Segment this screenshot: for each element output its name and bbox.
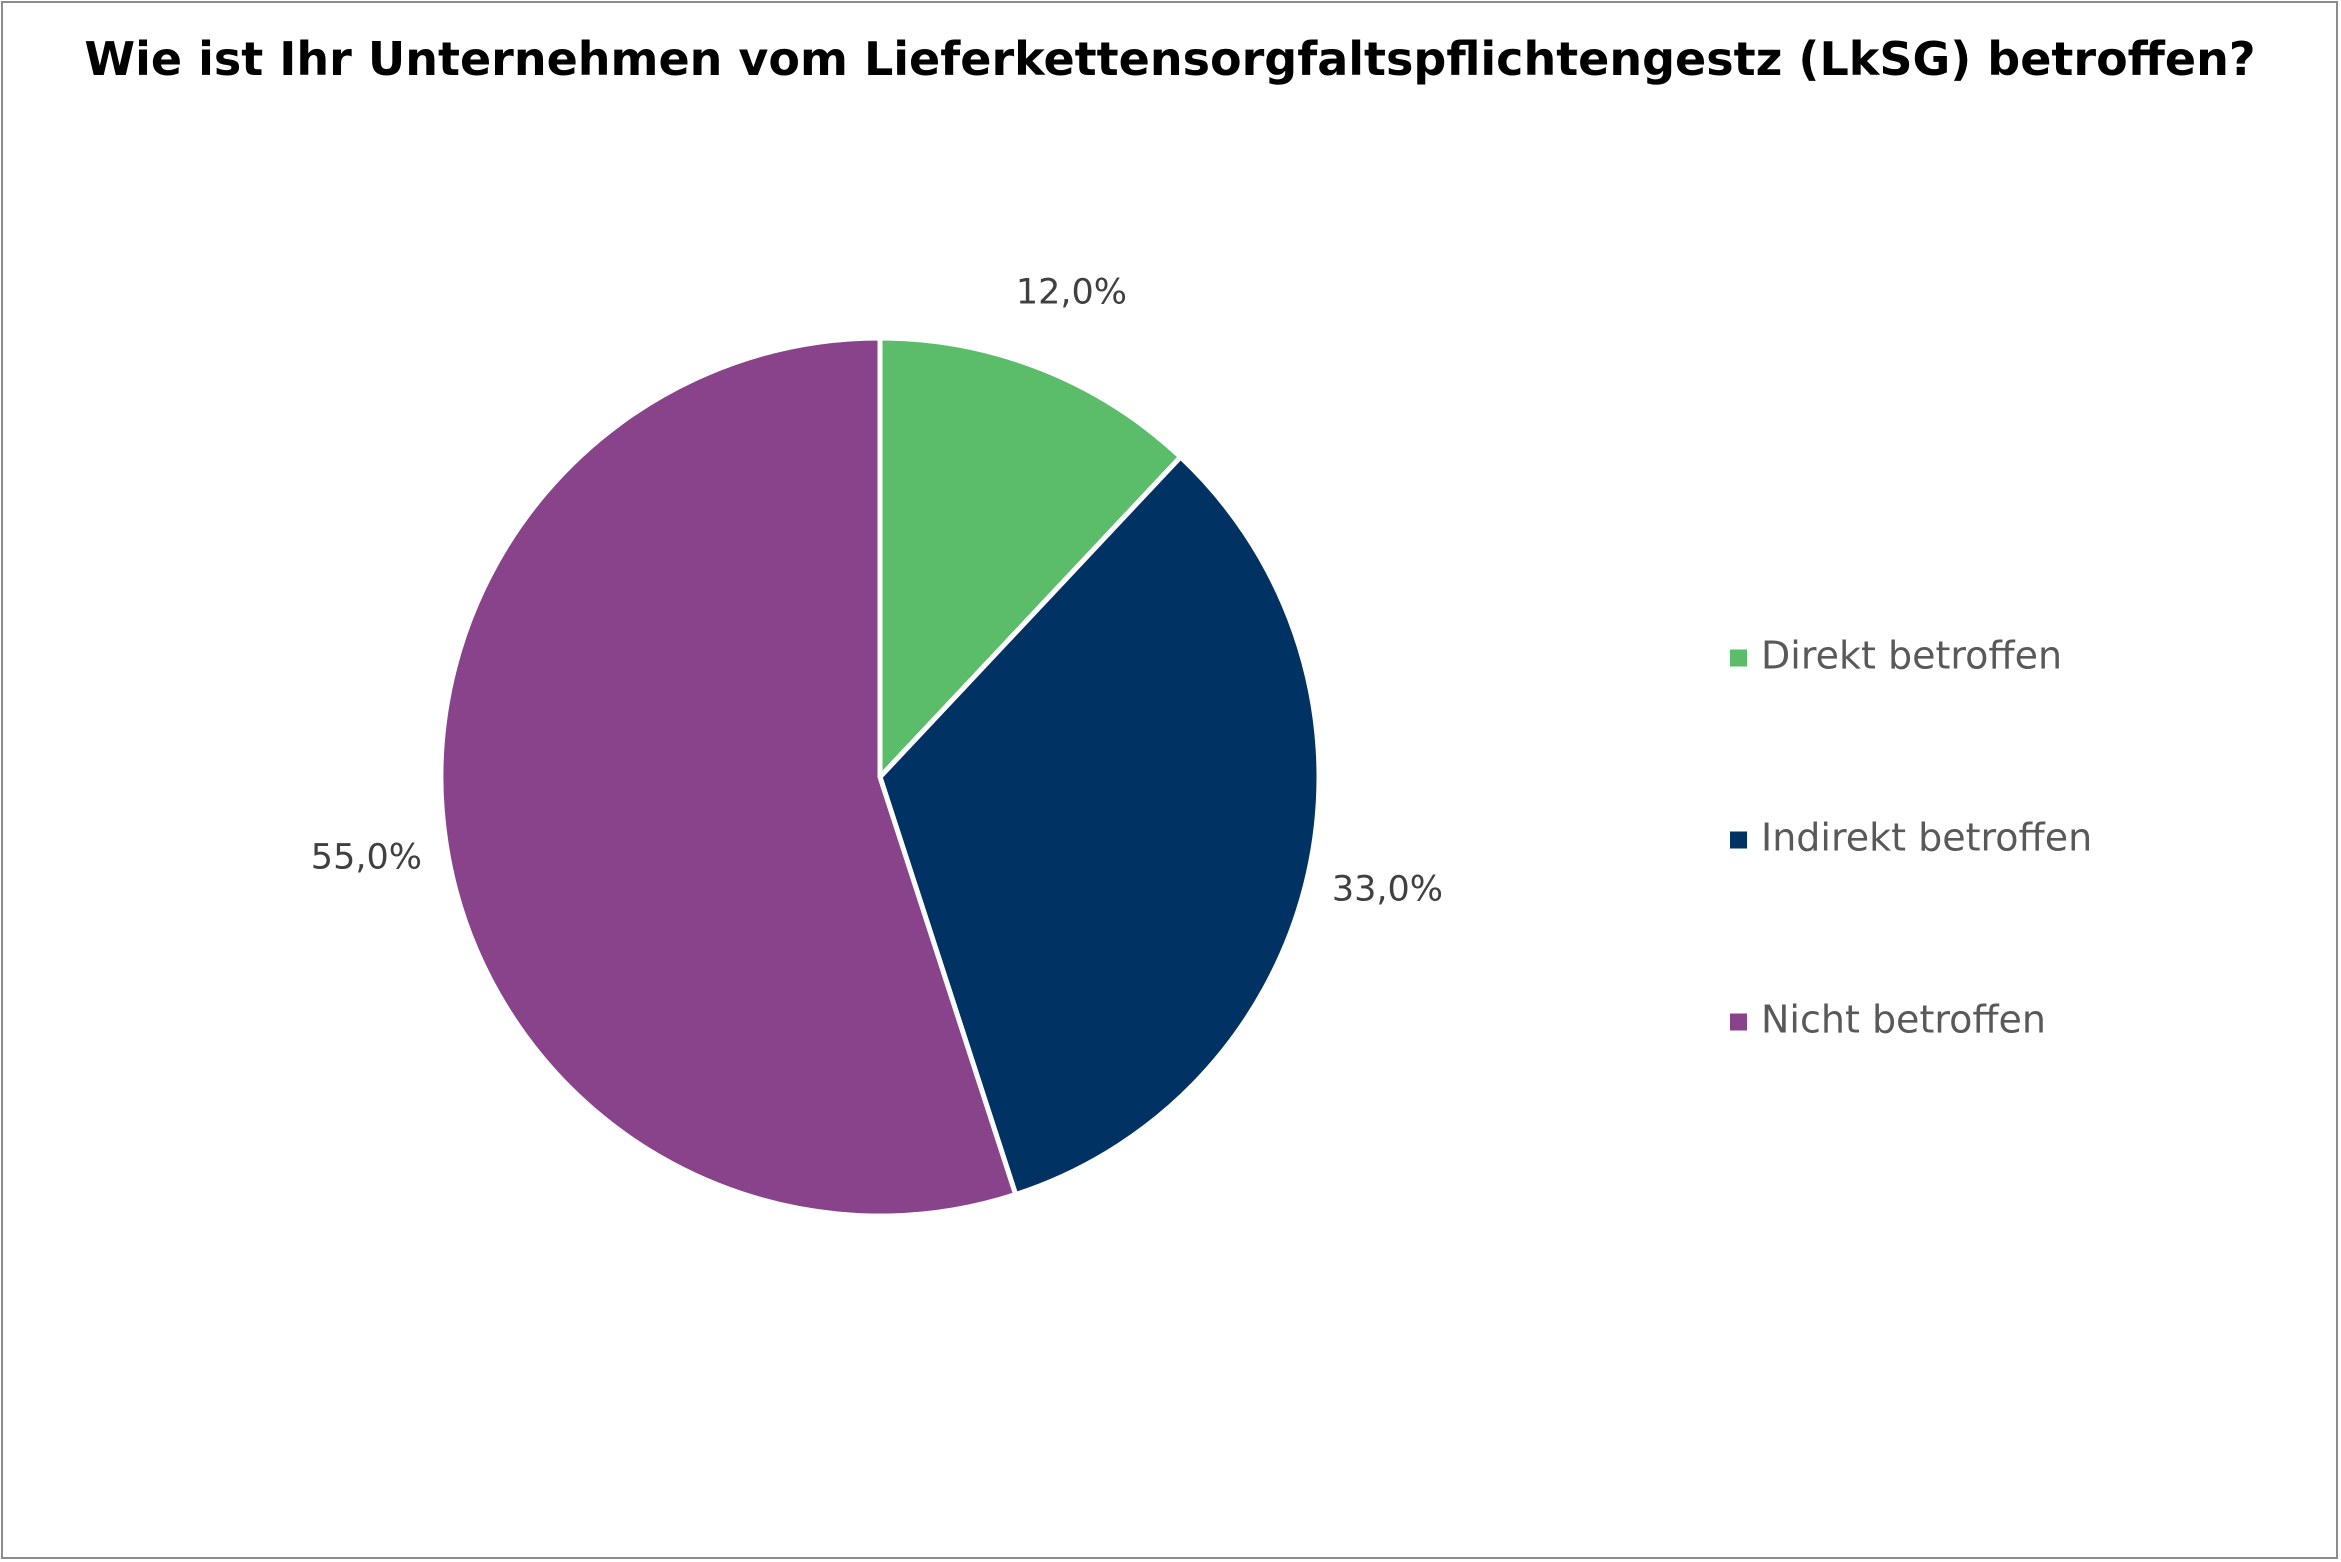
legend-swatch-direkt-betroffen xyxy=(1730,649,1747,667)
pie-slice-nicht-betroffen xyxy=(438,335,1019,1219)
data-label-nicht-betroffen: 55,0% xyxy=(311,837,422,877)
legend-swatch-nicht-betroffen xyxy=(1730,1013,1747,1031)
pie-slices xyxy=(438,335,1322,1219)
legend-label-indirekt-betroffen: Indirekt betroffen xyxy=(1761,816,2092,860)
legend: Direkt betroffen Indirekt betroffen Nicht … xyxy=(1730,634,2092,1042)
pie-slice-direkt-betroffen xyxy=(877,335,1184,780)
pie-slice-indirekt-betroffen xyxy=(877,454,1322,1198)
legend-item-indirekt-betroffen: Indirekt betroffen xyxy=(1730,816,2092,860)
legend-label-nicht-betroffen: Nicht betroffen xyxy=(1761,998,2046,1042)
legend-item-nicht-betroffen: Nicht betroffen xyxy=(1730,998,2046,1042)
data-label-indirekt-betroffen: 33,0% xyxy=(1332,869,1443,909)
chart-title: Wie ist Ihr Unternehmen vom Lieferketten… xyxy=(84,32,2255,86)
legend-swatch-indirekt-betroffen xyxy=(1730,831,1747,849)
data-label-direkt-betroffen: 12,0% xyxy=(1016,273,1127,313)
legend-item-direkt-betroffen: Direkt betroffen xyxy=(1730,634,2062,678)
legend-label-direkt-betroffen: Direkt betroffen xyxy=(1761,634,2062,678)
data-labels: 12,0% 33,0% 55,0% xyxy=(311,273,1443,910)
